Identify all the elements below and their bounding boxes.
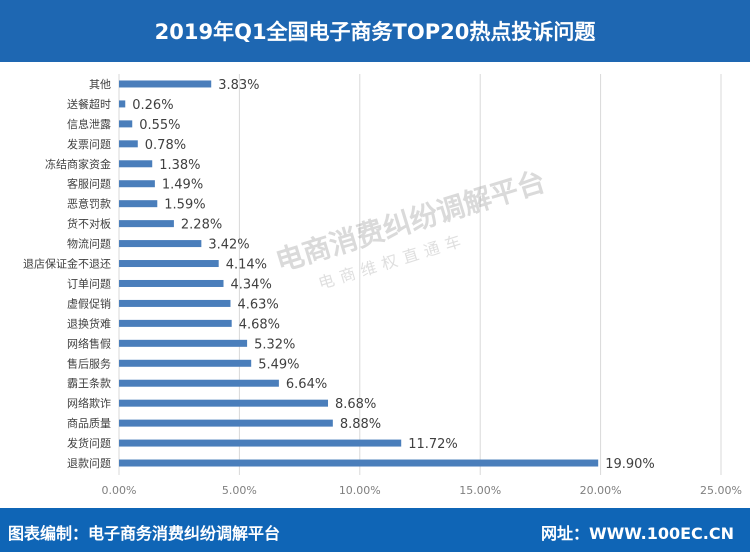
bar (119, 419, 333, 427)
footer-website: 网址：WWW.100EC.CN (540, 524, 734, 543)
category-label: 网络售假 (67, 336, 111, 350)
chart-title-banner: 2019年Q1全国电子商务TOP20热点投诉问题 (0, 0, 750, 62)
bar (119, 399, 329, 407)
data-label: 4.63% (237, 297, 278, 312)
bar (119, 260, 219, 268)
data-label: 4.68% (239, 317, 280, 332)
bar (119, 299, 231, 307)
bar (119, 459, 599, 467)
category-label: 退店保证金不退还 (23, 257, 111, 271)
x-tick-label: 10.00% (339, 484, 381, 497)
bar (119, 120, 133, 128)
x-tick-label: 0.00% (102, 484, 137, 497)
category-label: 其他 (89, 78, 111, 91)
category-label: 客服问题 (67, 177, 111, 191)
bar (119, 200, 158, 208)
category-label: 商品质量 (67, 416, 111, 430)
bar (119, 319, 232, 327)
bar (119, 140, 138, 148)
bar (119, 80, 212, 88)
data-label: 8.68% (335, 397, 376, 412)
bar-chart: 0.00% 5.00% 10.00% 15.00% 20.00% 25.00% 其他 3.83… (23, 74, 742, 497)
chart-title: 2019年Q1全国电子商务TOP20热点投诉问题 (154, 20, 596, 44)
data-label: 19.90% (605, 457, 655, 472)
data-label: 0.26% (132, 98, 173, 113)
x-tick-label: 5.00% (222, 484, 257, 497)
data-label: 0.55% (139, 118, 180, 133)
data-label: 8.88% (340, 417, 381, 432)
data-label: 3.83% (218, 78, 259, 93)
bar (119, 339, 248, 347)
data-label: 0.78% (145, 138, 186, 153)
data-label: 3.42% (208, 238, 249, 253)
category-label: 货不对板 (67, 217, 111, 231)
bar (119, 160, 153, 168)
category-label: 订单问题 (67, 277, 111, 290)
data-label: 1.59% (164, 198, 205, 213)
data-label: 2.28% (181, 218, 222, 233)
category-label: 虚假促销 (67, 296, 111, 310)
bar (119, 240, 202, 248)
bar (119, 100, 126, 108)
data-label: 4.34% (231, 277, 272, 292)
x-tick-label: 20.00% (580, 484, 622, 497)
bar (119, 379, 279, 387)
data-label: 6.64% (286, 377, 327, 392)
bar (119, 180, 155, 188)
category-label: 网络欺诈 (67, 396, 111, 410)
bar (119, 279, 224, 287)
data-label: 5.32% (254, 337, 295, 352)
footer-banner: 图表编制：电子商务消费纠纷调解平台 网址：WWW.100EC.CN (0, 508, 750, 552)
data-label: 11.72% (408, 437, 458, 452)
category-label: 恶意罚款 (67, 197, 111, 211)
data-label: 5.49% (258, 357, 299, 372)
category-label: 信息泄露 (67, 117, 111, 131)
data-label: 1.49% (162, 178, 203, 193)
category-label: 退换货难 (67, 316, 111, 330)
category-label: 霸王条款 (67, 376, 111, 390)
footer-credit: 图表编制：电子商务消费纠纷调解平台 (8, 524, 281, 543)
bar (119, 439, 402, 447)
category-label: 送餐超时 (67, 97, 111, 111)
category-label: 发货问题 (67, 436, 111, 450)
bar (119, 220, 174, 228)
category-label: 发票问题 (67, 137, 111, 151)
category-label: 售后服务 (67, 356, 111, 370)
category-label: 物流问题 (67, 237, 111, 251)
bar (119, 359, 252, 367)
data-label: 4.14% (226, 258, 267, 273)
x-tick-label: 15.00% (459, 484, 501, 497)
category-label: 冻结商家资金 (45, 157, 111, 171)
category-label: 退款问题 (67, 456, 111, 470)
data-label: 1.38% (159, 158, 200, 173)
x-tick-label: 25.00% (700, 484, 742, 497)
